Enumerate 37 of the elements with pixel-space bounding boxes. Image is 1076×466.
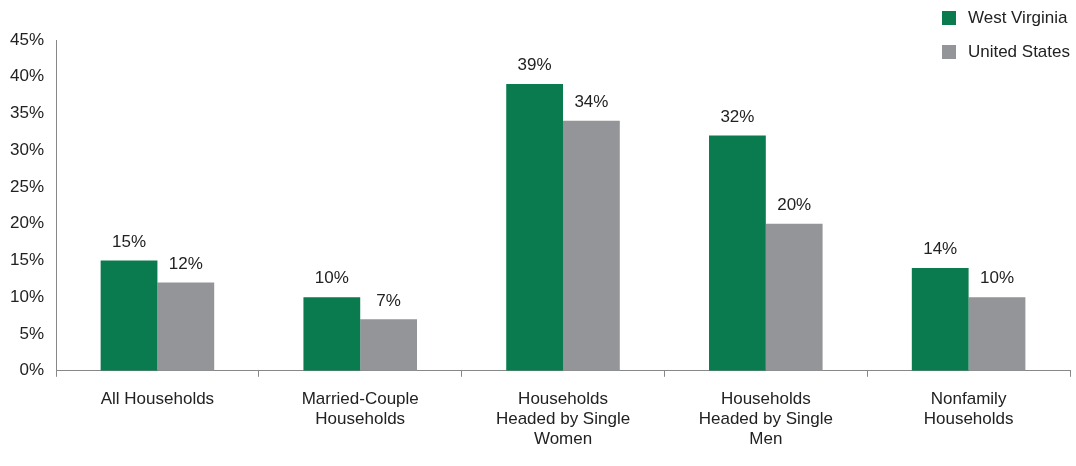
- bar: [100, 260, 158, 371]
- bar: [360, 319, 417, 371]
- bar: [157, 282, 215, 371]
- y-tick-label: 20%: [9, 213, 45, 233]
- x-tick-label: Households Headed by Single Women: [495, 388, 631, 449]
- data-label: 34%: [574, 92, 609, 112]
- data-label: 7%: [376, 290, 401, 310]
- data-label: 10%: [314, 268, 349, 288]
- data-label: 32%: [720, 106, 755, 126]
- data-label: 39%: [517, 55, 552, 75]
- bar: [709, 135, 766, 371]
- y-tick-label: 25%: [9, 176, 45, 196]
- y-tick-label: 15%: [9, 250, 45, 270]
- y-tick-label: 40%: [9, 66, 45, 86]
- bar: [506, 84, 564, 371]
- y-tick-label: 30%: [9, 139, 45, 159]
- data-label: 15%: [112, 231, 147, 251]
- data-label: 20%: [777, 194, 812, 214]
- bar: [765, 223, 823, 371]
- bar: [911, 267, 969, 371]
- data-label: 12%: [168, 253, 203, 273]
- bar: [303, 297, 361, 371]
- y-tick-label: 0%: [19, 360, 45, 380]
- x-tick-label: All Households: [100, 388, 215, 408]
- bar: [968, 297, 1026, 371]
- y-tick-label: 5%: [19, 323, 45, 343]
- x-tick-label: Married-Couple Households: [301, 388, 419, 429]
- bar: [563, 120, 620, 371]
- x-tick-label: Households Headed by Single Men: [698, 388, 833, 449]
- y-tick-label: 45%: [9, 29, 45, 49]
- legend-label: West Virginia: [967, 8, 1068, 28]
- y-tick-label: 35%: [9, 103, 45, 123]
- data-label: 10%: [979, 268, 1015, 288]
- legend-label: United States: [967, 42, 1070, 62]
- x-tick-label: Nonfamily Households: [923, 388, 1014, 429]
- data-label: 14%: [923, 239, 958, 259]
- y-tick-label: 10%: [9, 286, 45, 306]
